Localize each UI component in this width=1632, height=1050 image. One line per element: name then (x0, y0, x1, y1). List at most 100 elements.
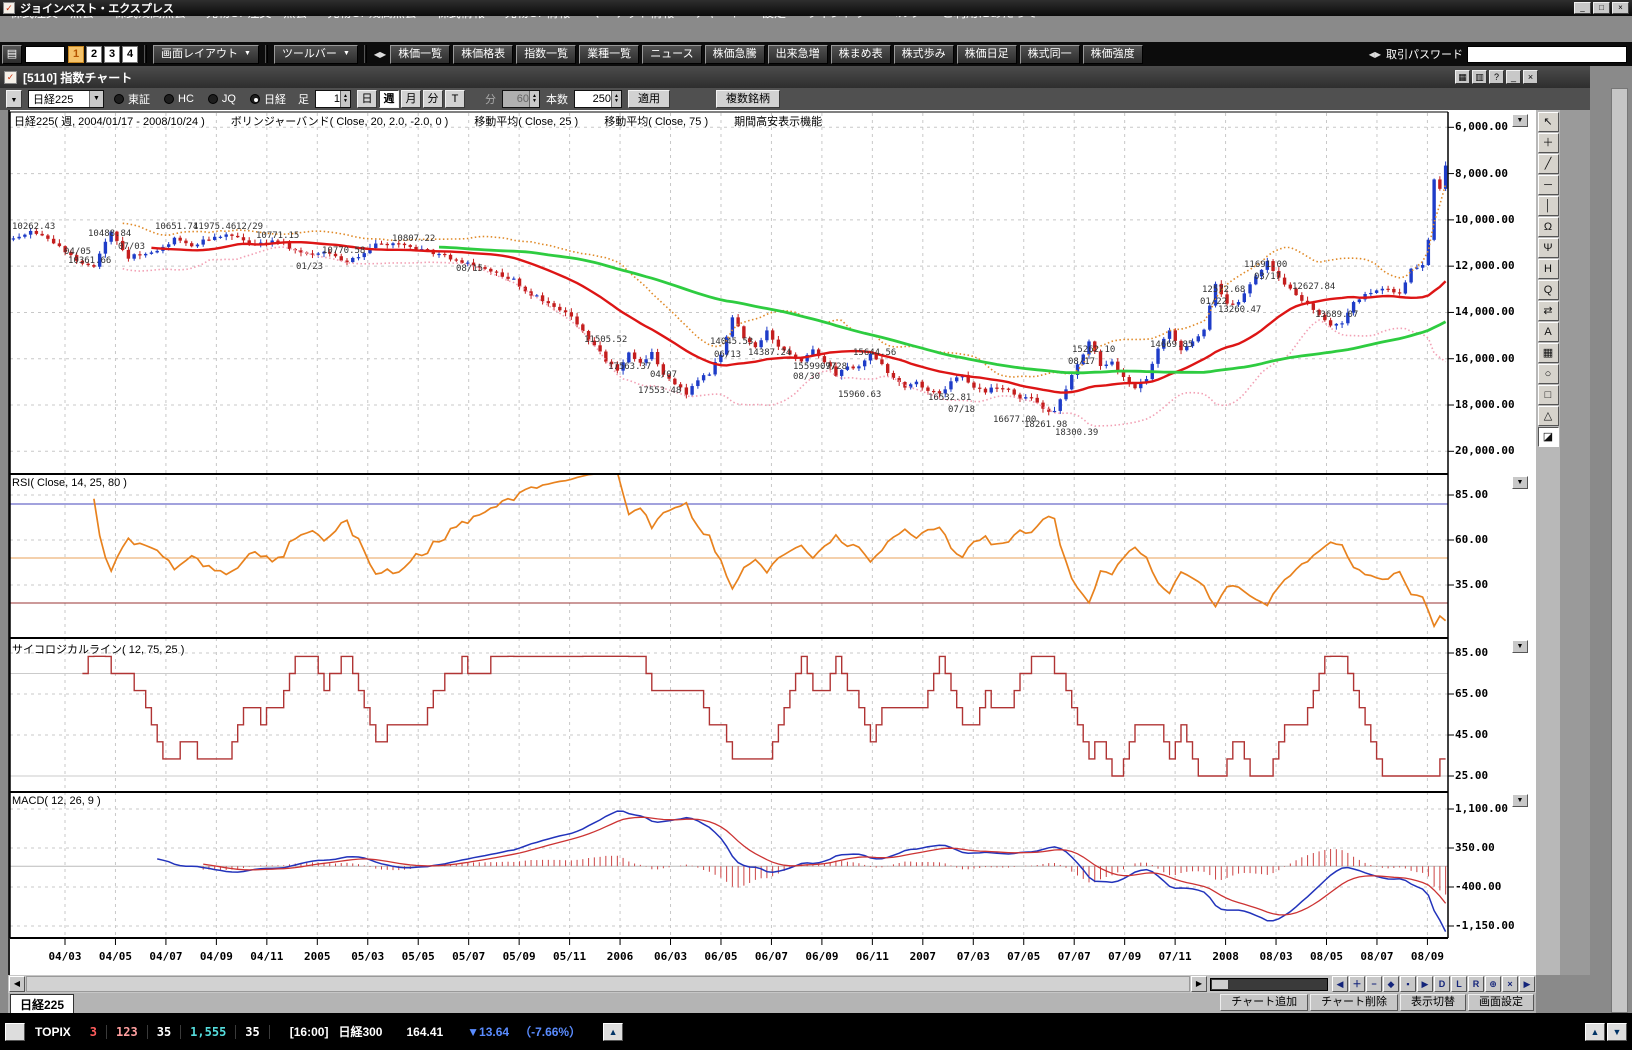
bottom-button-3[interactable]: 画面設定 (1468, 994, 1534, 1011)
pointer-icon[interactable]: ↖ (1538, 112, 1559, 132)
period-button-3[interactable]: 分 (423, 90, 443, 108)
status-down-icon[interactable]: ▼ (1607, 1023, 1627, 1041)
mode-l-button[interactable]: L (1451, 976, 1467, 992)
scroll-left-icon[interactable]: ◀ (9, 976, 25, 992)
toolbar-menu-button[interactable]: ツールバー ▼ (274, 45, 358, 64)
layout-grid-icon[interactable]: ▤ (2, 45, 22, 64)
mode-r-button[interactable]: R (1468, 976, 1484, 992)
mode-d-button[interactable]: D (1434, 976, 1450, 992)
trendline-icon[interactable]: ╱ (1538, 154, 1559, 174)
play-icon[interactable]: ▶ (1417, 976, 1433, 992)
bottom-button-2[interactable]: 表示切替 (1400, 994, 1466, 1011)
page-start-icon[interactable]: ◀ (1332, 976, 1348, 992)
chart-menu-button[interactable]: ▼ (6, 90, 22, 108)
eraser-tool-icon[interactable]: ◪ (1538, 427, 1559, 447)
shortcut-button-4[interactable]: ニュース (642, 45, 701, 64)
zoom-slider[interactable] (1210, 978, 1328, 991)
cycle-lines-icon[interactable]: ⇄ (1538, 301, 1559, 321)
ticker-toggle-button[interactable] (5, 1023, 25, 1041)
preset-button-2[interactable]: 2 (86, 46, 102, 63)
vertical-scrollbar[interactable] (1611, 88, 1628, 1013)
chart-tab-row: 日経225 チャート追加チャート削除表示切替画面設定 (8, 993, 1536, 1013)
status-up-icon[interactable]: ▲ (1585, 1023, 1605, 1041)
scroll-right-icon[interactable]: ▶ (1191, 976, 1207, 992)
ticker-up-button[interactable]: ▲ (603, 1023, 623, 1041)
zoom-in-icon[interactable]: ＋ (1349, 976, 1365, 992)
close-icon[interactable]: × (1523, 70, 1538, 84)
shortcut-button-8[interactable]: 株式歩み (894, 45, 954, 64)
minimize-icon[interactable]: _ (1506, 70, 1521, 84)
period-button-0[interactable]: 日 (357, 90, 377, 108)
fit-width-icon[interactable]: ◆ (1383, 976, 1399, 992)
triangle-tool-icon[interactable]: △ (1538, 406, 1559, 426)
bar-count-input[interactable] (575, 92, 611, 107)
shortcut-button-11[interactable]: 株価強度 (1083, 45, 1143, 64)
page-end-icon[interactable]: ▶ (1519, 976, 1535, 992)
minimize-icon[interactable]: _ (1574, 2, 1591, 14)
clear-icon[interactable]: × (1502, 976, 1518, 992)
horizontal-line-icon[interactable]: ─ (1538, 175, 1559, 195)
password-input[interactable] (1467, 46, 1627, 63)
rectangle-tool-icon[interactable]: □ (1538, 385, 1559, 405)
shortcut-button-0[interactable]: 株価一覧 (390, 45, 450, 64)
shortcut-button-9[interactable]: 株価日足 (957, 45, 1017, 64)
shortcut-button-1[interactable]: 株価格表 (453, 45, 513, 64)
preset-button-1[interactable]: 1 (68, 46, 84, 63)
help-icon[interactable]: ? (1489, 70, 1504, 84)
shortcut-button-7[interactable]: 株まめ表 (831, 45, 891, 64)
shortcut-button-5[interactable]: 株価急騰 (705, 45, 765, 64)
fibonacci-icon[interactable]: Ψ (1538, 238, 1559, 258)
market-radio-2[interactable]: JQ (208, 93, 236, 105)
bar-interval-input[interactable] (316, 92, 340, 107)
zoom-slider-handle[interactable] (1212, 980, 1228, 989)
close-icon[interactable]: × (1612, 2, 1629, 14)
spinner-icon[interactable]: ▲▼ (611, 91, 621, 107)
vertical-line-icon[interactable]: │ (1538, 196, 1559, 216)
horizontal-scrollbar[interactable] (26, 976, 1190, 992)
chart-tab-nikkei225[interactable]: 日経225 (10, 994, 74, 1015)
ellipse-tool-icon[interactable]: ○ (1538, 364, 1559, 384)
index-value-2: 35 (148, 1025, 181, 1039)
spinner-icon[interactable]: ▲▼ (340, 91, 350, 107)
app-title: ジョインベスト・エクスプレス (20, 0, 174, 16)
shortcut-button-3[interactable]: 業種一覧 (579, 45, 639, 64)
grid-tool-icon[interactable]: ▦ (1538, 343, 1559, 363)
print-icon[interactable]: ▥ (1472, 70, 1487, 84)
chart-controls-row: ▼ 日経225 ▼ 東証HCJQ日経 足 ▲▼ 日週月分T 分 ▲▼ 本数 ▲▼… (0, 88, 1590, 110)
market-radio-0[interactable]: 東証 (114, 91, 150, 107)
collapse-arrows-icon[interactable]: ◀▶ (373, 50, 387, 59)
high-low-label-icon[interactable]: H (1538, 259, 1559, 279)
preset-button-4[interactable]: 4 (122, 46, 138, 63)
apply-button[interactable]: 適用 (628, 90, 670, 108)
market-radio-3[interactable]: 日経 (250, 91, 286, 107)
market-radio-1[interactable]: HC (164, 93, 194, 105)
quote-list-icon[interactable]: Q (1538, 280, 1559, 300)
period-button-2[interactable]: 月 (401, 90, 421, 108)
shortcut-button-2[interactable]: 指数一覧 (516, 45, 576, 64)
zoom-out-icon[interactable]: − (1366, 976, 1382, 992)
period-button-1[interactable]: 週 (379, 90, 399, 108)
screen-layout-button[interactable]: 画面レイアウト ▼ (153, 45, 259, 64)
shortcut-button-6[interactable]: 出来急増 (768, 45, 828, 64)
alert-bell-icon[interactable]: Ω (1538, 217, 1559, 237)
quote-time: [16:00] (290, 1025, 329, 1039)
multi-symbol-button[interactable]: 複数銘柄 (716, 90, 780, 108)
panel-layout-icon[interactable]: ▦ (1455, 70, 1470, 84)
shortcut-button-10[interactable]: 株式同一 (1020, 45, 1080, 64)
stop-icon[interactable]: ▪ (1400, 976, 1416, 992)
panel-menu-button[interactable]: ▼ (1512, 794, 1528, 807)
collapse-arrows-icon[interactable]: ◀▶ (1368, 50, 1382, 59)
maximize-icon[interactable]: □ (1593, 2, 1610, 14)
panel-menu-button[interactable]: ▼ (1512, 114, 1528, 127)
crosshair-icon[interactable]: ＋ (1538, 133, 1559, 153)
symbol-combobox[interactable]: 日経225 ▼ (28, 90, 104, 108)
bottom-button-1[interactable]: チャート削除 (1310, 994, 1398, 1011)
panel-menu-button[interactable]: ▼ (1512, 476, 1528, 489)
text-tool-icon[interactable]: A (1538, 322, 1559, 342)
code-input[interactable] (25, 46, 65, 63)
panel-menu-button[interactable]: ▼ (1512, 640, 1528, 653)
zoom-reset-icon[interactable]: ⊕ (1485, 976, 1501, 992)
preset-button-3[interactable]: 3 (104, 46, 120, 63)
period-button-4[interactable]: T (445, 90, 465, 108)
bottom-button-0[interactable]: チャート追加 (1220, 994, 1308, 1011)
